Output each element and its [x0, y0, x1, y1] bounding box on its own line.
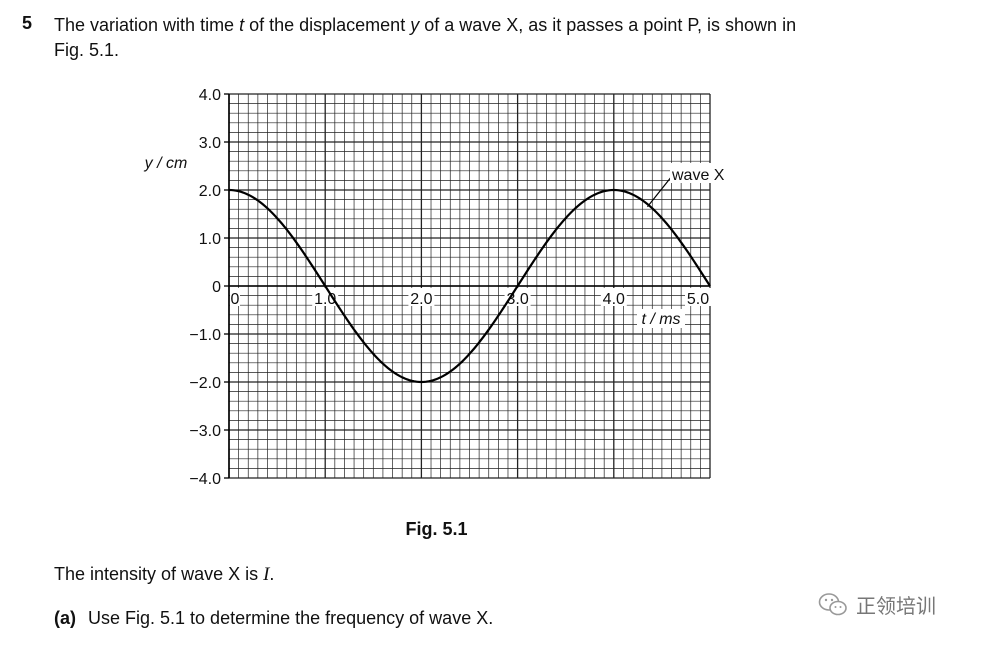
- x-axis-label: t / ms: [641, 311, 680, 328]
- wave-x-label: wave X: [671, 167, 725, 184]
- x-tick-label-bg: [230, 288, 240, 306]
- intensity-statement: The intensity of wave X is I.: [54, 564, 274, 586]
- x-tick-label-bg: [600, 288, 627, 306]
- x-tick-label-bg: [312, 288, 339, 306]
- wave-x-curve: [228, 188, 711, 384]
- y-tick-label: 2.0: [199, 183, 221, 200]
- x-tick-label: 0: [231, 291, 240, 308]
- question-text-part: of a wave X, as it passes a point P, is …: [419, 15, 797, 35]
- question-text-part: The variation with time: [54, 15, 240, 35]
- part-a-label: (a): [54, 608, 76, 628]
- x-tick-label-bg: [504, 288, 531, 306]
- y-tick-label: −2.0: [189, 375, 221, 392]
- question-text: The variation with time t of the displac…: [54, 13, 914, 63]
- y-tick-label: 3.0: [199, 135, 221, 152]
- x-tick-label-bg: [685, 288, 711, 306]
- y-tick-label: 0: [212, 279, 221, 296]
- intensity-text: The intensity of wave X is: [54, 564, 264, 584]
- y-axis-label: y / cm: [144, 155, 188, 172]
- y-tick-label: −3.0: [189, 423, 221, 440]
- intensity-end: .: [269, 564, 275, 584]
- y-tick-label: −1.0: [189, 327, 221, 344]
- part-a: (a) Use Fig. 5.1 to determine the frequen…: [54, 608, 493, 629]
- question-number: 5: [22, 13, 33, 33]
- intensity-symbol: I: [263, 564, 270, 585]
- x-axis-label-bg: [637, 309, 685, 328]
- question-text-line2: Fig. 5.1.: [54, 40, 120, 60]
- t-symbol: t: [239, 15, 245, 35]
- wave-x-label-bg: [670, 163, 736, 183]
- wechat-icon: [818, 592, 847, 615]
- x-tick-label: 5.0: [687, 291, 709, 308]
- part-a-text: Use Fig. 5.1 to determine the frequency …: [88, 608, 494, 628]
- y-tick-label: −4.0: [189, 471, 221, 488]
- watermark-text: 正领培训: [856, 594, 936, 618]
- wave-x-leader: [647, 175, 673, 208]
- question-text-part: of the displacement: [244, 15, 411, 35]
- y-symbol: y: [410, 15, 420, 35]
- figure-caption: Fig. 5.1: [405, 519, 468, 539]
- y-tick-label: 1.0: [199, 231, 221, 248]
- watermark: 正领培训: [818, 590, 936, 619]
- x-tick-label: 2.0: [410, 291, 432, 308]
- y-tick-label: 4.0: [199, 87, 221, 104]
- x-tick-label-bg: [408, 288, 435, 306]
- x-tick-label: 4.0: [603, 291, 625, 308]
